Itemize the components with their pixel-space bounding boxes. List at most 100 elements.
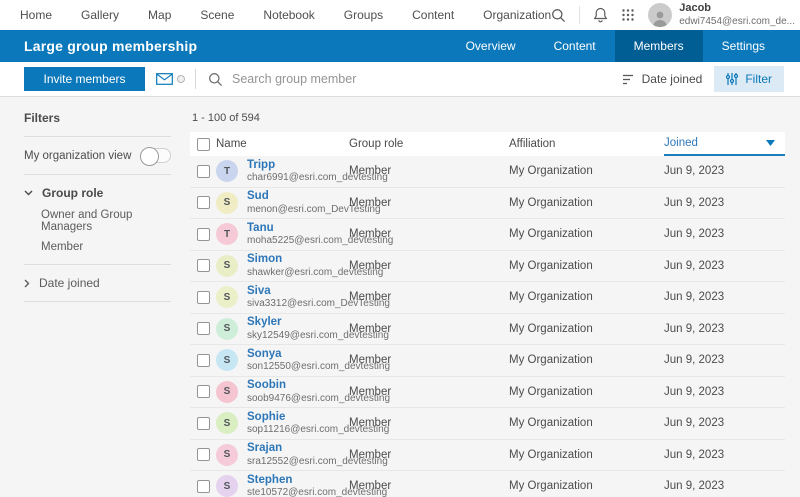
table-row[interactable]: S Sophie sop11216@esri.com_devtesting Me… bbox=[190, 408, 785, 440]
row-checkbox[interactable] bbox=[197, 227, 210, 241]
select-all-checkbox[interactable] bbox=[197, 137, 210, 151]
member-avatar: S bbox=[216, 286, 238, 309]
member-name-link[interactable]: Skyler bbox=[247, 316, 282, 329]
row-checkbox[interactable] bbox=[197, 416, 210, 430]
table-body: T Tripp char6991@esri.com_devtesting Mem… bbox=[190, 156, 785, 497]
member-name-link[interactable]: Tripp bbox=[247, 158, 276, 171]
member-name-link[interactable]: Simon bbox=[247, 253, 283, 266]
member-name-link[interactable]: Tanu bbox=[247, 221, 274, 234]
member-joined-date: Jun 9, 2023 bbox=[664, 448, 725, 461]
nav-item-notebook[interactable]: Notebook bbox=[263, 8, 315, 22]
member-affiliation: My Organization bbox=[509, 322, 593, 335]
notifications-bell-icon[interactable] bbox=[593, 7, 608, 23]
member-email: menon@esri.com_DevTesting bbox=[247, 203, 381, 215]
row-checkbox[interactable] bbox=[197, 164, 210, 178]
column-header-name[interactable]: Name bbox=[216, 138, 247, 150]
member-email: ste10572@esri.com_devtesting bbox=[247, 487, 388, 497]
sort-date-joined-button[interactable]: Date joined bbox=[622, 72, 702, 86]
filter-section-date-joined[interactable]: Date joined bbox=[24, 276, 171, 290]
member-role: Member bbox=[349, 228, 392, 241]
member-name-link[interactable]: Sophie bbox=[247, 410, 286, 423]
table-row[interactable]: S Sud menon@esri.com_DevTesting Member M… bbox=[190, 188, 785, 219]
table-row[interactable]: S Soobin soob9476@esri.com_devtesting Me… bbox=[190, 377, 785, 408]
member-affiliation: My Organization bbox=[509, 291, 593, 304]
member-name-link[interactable]: Siva bbox=[247, 284, 271, 297]
table-row[interactable]: S Srajan sra12552@esri.com_devtesting Me… bbox=[190, 440, 785, 471]
nav-item-map[interactable]: Map bbox=[148, 8, 172, 22]
row-checkbox[interactable] bbox=[197, 479, 210, 493]
member-name-link[interactable]: Stephen bbox=[247, 473, 293, 486]
member-affiliation: My Organization bbox=[509, 354, 593, 367]
invite-link-control[interactable] bbox=[156, 73, 185, 85]
member-email: moha5225@esri.com_devtesting bbox=[247, 235, 394, 247]
filter-section-group-role[interactable]: Group role bbox=[24, 186, 171, 200]
nav-item-organization[interactable]: Organization bbox=[483, 8, 552, 22]
row-checkbox[interactable] bbox=[197, 196, 210, 210]
table-row[interactable]: T Tanu moha5225@esri.com_devtesting Memb… bbox=[190, 219, 785, 251]
search-icon bbox=[209, 72, 223, 86]
member-joined-date: Jun 9, 2023 bbox=[664, 228, 725, 241]
member-avatar: T bbox=[216, 160, 238, 183]
filters-title: Filters bbox=[24, 111, 61, 125]
row-checkbox[interactable] bbox=[197, 385, 210, 399]
member-avatar: S bbox=[216, 475, 238, 497]
filter-option[interactable]: Owner and Group Managers bbox=[41, 209, 133, 233]
search-icon[interactable] bbox=[551, 8, 566, 23]
member-affiliation: My Organization bbox=[509, 259, 593, 272]
nav-item-home[interactable]: Home bbox=[20, 8, 53, 22]
row-checkbox[interactable] bbox=[197, 448, 210, 462]
member-affiliation: My Organization bbox=[509, 165, 593, 178]
member-role: Member bbox=[349, 196, 392, 209]
member-role: Member bbox=[349, 448, 392, 461]
column-header-affiliation[interactable]: Affiliation bbox=[509, 138, 556, 150]
tab-members[interactable]: Members bbox=[614, 30, 703, 62]
search-group-member-input[interactable] bbox=[232, 72, 622, 86]
nav-item-scene[interactable]: Scene bbox=[200, 8, 235, 22]
row-checkbox[interactable] bbox=[197, 353, 210, 367]
member-avatar: S bbox=[216, 380, 238, 403]
member-email: siva3312@esri.com_DevTesting bbox=[247, 298, 390, 310]
table-row[interactable]: S Stephen ste10572@esri.com_devtesting M… bbox=[190, 471, 785, 497]
result-count: 1 - 100 of 594 bbox=[192, 112, 260, 124]
member-name-link[interactable]: Sonya bbox=[247, 347, 282, 360]
table-row[interactable]: S Simon shawker@esri.com_devtesting Memb… bbox=[190, 251, 785, 282]
filter-button[interactable]: Filter bbox=[714, 66, 784, 92]
table-row[interactable]: T Tripp char6991@esri.com_devtesting Mem… bbox=[190, 156, 785, 188]
table-row[interactable]: S Skyler sky12549@esri.com_devtesting Me… bbox=[190, 314, 785, 345]
member-name-link[interactable]: Srajan bbox=[247, 442, 283, 455]
tab-overview[interactable]: Overview bbox=[465, 39, 516, 53]
nav-item-groups[interactable]: Groups bbox=[343, 8, 384, 22]
user-menu[interactable]: Jacob edwi7454@esri.com_de... bbox=[648, 2, 795, 28]
user-email: edwi7454@esri.com_de... bbox=[679, 15, 795, 27]
column-header-group-role[interactable]: Group role bbox=[349, 138, 404, 150]
tab-content[interactable]: Content bbox=[553, 39, 596, 53]
row-checkbox[interactable] bbox=[197, 290, 210, 304]
filter-option[interactable]: Member bbox=[41, 241, 84, 253]
invite-badge-icon bbox=[177, 75, 185, 83]
column-header-joined[interactable]: Joined bbox=[664, 132, 785, 156]
row-checkbox[interactable] bbox=[197, 322, 210, 336]
member-name-link[interactable]: Soobin bbox=[247, 379, 286, 392]
filter-sliders-icon bbox=[726, 73, 739, 85]
org-view-toggle[interactable] bbox=[140, 147, 171, 166]
member-joined-date: Jun 9, 2023 bbox=[664, 196, 725, 209]
member-role: Member bbox=[349, 322, 392, 335]
table-row[interactable]: S Siva siva3312@esri.com_DevTesting Memb… bbox=[190, 282, 785, 314]
tab-settings[interactable]: Settings bbox=[721, 39, 765, 53]
invite-members-button[interactable]: Invite members bbox=[24, 67, 145, 91]
member-name-link[interactable]: Sud bbox=[247, 190, 269, 203]
table-row[interactable]: S Sonya son12550@esri.com_devtesting Mem… bbox=[190, 345, 785, 377]
member-role: Member bbox=[349, 165, 392, 178]
org-view-label: My organization view bbox=[24, 149, 132, 162]
member-avatar: S bbox=[216, 349, 238, 372]
member-joined-date: Jun 9, 2023 bbox=[664, 385, 725, 398]
nav-item-content[interactable]: Content bbox=[412, 8, 455, 22]
chevron-down-icon bbox=[24, 190, 33, 196]
member-avatar: S bbox=[216, 443, 238, 466]
member-joined-date: Jun 9, 2023 bbox=[664, 354, 725, 367]
top-nav: Home Gallery Map Scene Notebook Groups C… bbox=[0, 0, 800, 30]
nav-item-gallery[interactable]: Gallery bbox=[81, 8, 120, 22]
member-avatar: S bbox=[216, 317, 238, 340]
app-launcher-grid-icon[interactable] bbox=[621, 8, 635, 22]
row-checkbox[interactable] bbox=[197, 259, 210, 273]
